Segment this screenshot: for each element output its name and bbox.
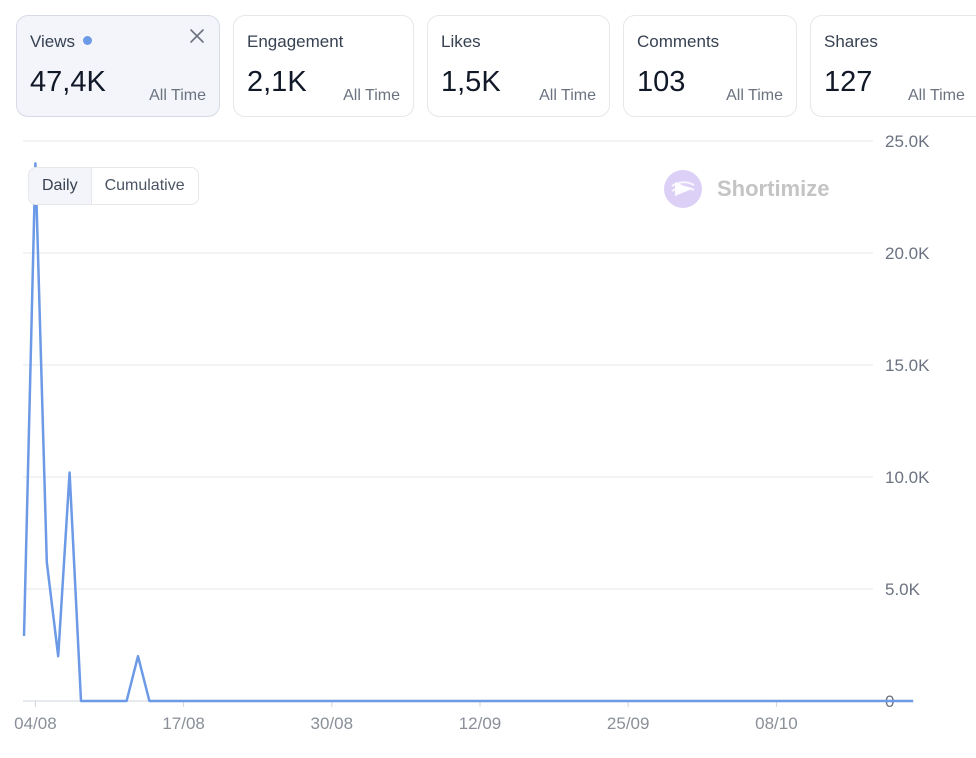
y-tick-label: 25.0K (885, 132, 930, 151)
x-tick-label: 08/10 (755, 714, 798, 733)
x-tick-label: 12/09 (459, 714, 502, 733)
card-label: Views (30, 32, 93, 52)
watermark-text: Shortimize (717, 176, 830, 201)
card-value: 2,1K (247, 66, 307, 98)
grid (23, 140, 873, 702)
comments-card[interactable]: Comments 103 All Time (623, 15, 797, 117)
card-label: Engagement (247, 32, 344, 51)
card-period: All Time (343, 87, 400, 104)
view-mode-toggle: Daily Cumulative (28, 167, 199, 205)
y-tick-label: 15.0K (885, 356, 930, 375)
card-period: All Time (908, 87, 965, 104)
x-tick-label: 04/08 (14, 714, 57, 733)
cumulative-toggle-button[interactable]: Cumulative (104, 177, 185, 194)
card-period: All Time (149, 87, 206, 104)
x-tick-label: 25/09 (607, 714, 650, 733)
card-label: Shares (824, 32, 878, 51)
shares-card[interactable]: Shares 127 All Time (810, 15, 976, 117)
close-icon[interactable] (189, 28, 205, 44)
likes-card[interactable]: Likes 1,5K All Time (427, 15, 610, 117)
card-period: All Time (539, 87, 596, 104)
card-value: 103 (637, 66, 686, 98)
y-tick-label: 20.0K (885, 244, 930, 263)
selected-dot-icon (83, 36, 93, 45)
shortimize-logo-icon (664, 170, 702, 208)
card-period: All Time (726, 87, 783, 104)
views-card[interactable]: Views 47,4K All Time (16, 15, 220, 117)
x-tick-label: 30/08 (311, 714, 354, 733)
metric-cards: Views 47,4K All Time Engagement 2,1K All… (16, 15, 976, 119)
series (22, 162, 914, 703)
y-tick-label: 10.0K (885, 468, 930, 487)
x-tick-label: 17/08 (162, 714, 205, 733)
views-series-line (22, 162, 914, 703)
y-tick-label: 5.0K (885, 580, 921, 599)
card-value: 1,5K (441, 66, 501, 98)
card-value: 127 (824, 66, 873, 98)
card-value: 47,4K (30, 66, 106, 98)
engagement-card[interactable]: Engagement 2,1K All Time (233, 15, 414, 117)
card-label: Comments (637, 32, 720, 51)
watermark: Shortimize (663, 170, 829, 208)
daily-toggle-button[interactable]: Daily (29, 168, 92, 204)
card-label: Likes (441, 32, 481, 51)
